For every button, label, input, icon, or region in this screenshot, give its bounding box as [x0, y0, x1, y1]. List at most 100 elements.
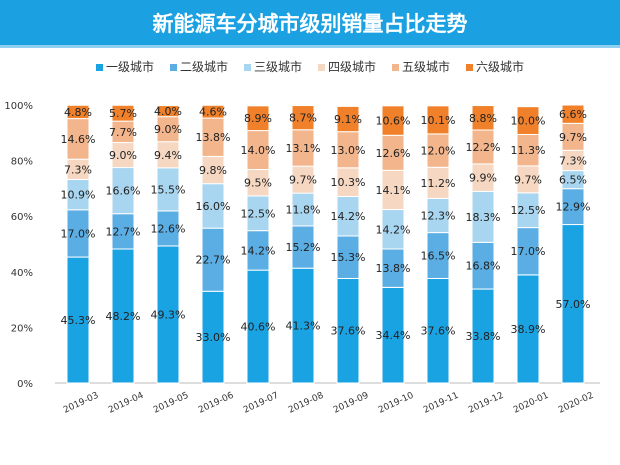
data-label: 7.3% [64, 163, 92, 176]
data-label: 12.5% [241, 207, 276, 220]
data-label: 12.6% [151, 222, 186, 235]
data-label: 12.9% [556, 201, 591, 214]
bar-segment [471, 105, 495, 131]
data-label: 7.3% [559, 154, 587, 167]
data-label: 9.9% [469, 172, 497, 185]
legend-item: 一级城市 [95, 58, 154, 75]
legend-item: 三级城市 [243, 58, 302, 75]
data-label: 57.0% [556, 298, 591, 311]
bar-segment [336, 105, 360, 133]
data-label: 13.8% [376, 262, 411, 275]
y-tick-label: 0% [17, 379, 33, 390]
legend: 一级城市 二级城市 三级城市 四级城市 五级城市 六级城市 [0, 58, 620, 75]
bar-segment [201, 104, 225, 119]
legend-swatch [466, 64, 474, 71]
x-tick-label: 2019-11 [422, 391, 460, 416]
data-label: 11.2% [421, 177, 456, 190]
x-tick-label: 2019-03 [62, 391, 100, 416]
data-label: 14.2% [241, 244, 276, 257]
data-label: 13.0% [331, 144, 366, 157]
data-label: 37.6% [331, 325, 366, 338]
x-tick-label: 2019-06 [197, 391, 236, 416]
y-tick-label: 20% [11, 323, 33, 334]
data-label: 12.5% [511, 204, 546, 217]
legend-label: 一级城市 [105, 60, 154, 74]
data-label: 4.8% [64, 106, 92, 119]
data-label: 8.7% [289, 112, 317, 125]
data-label: 13.8% [196, 131, 231, 144]
data-label: 14.2% [376, 223, 411, 236]
legend-item: 六级城市 [466, 58, 524, 75]
data-label: 14.1% [376, 184, 411, 197]
data-label: 10.6% [376, 115, 411, 128]
data-label: 12.3% [421, 210, 456, 223]
data-label: 16.6% [106, 185, 141, 198]
legend-swatch [318, 64, 325, 71]
data-label: 33.8% [466, 330, 501, 343]
y-tick-label: 100% [4, 101, 33, 112]
data-label: 37.6% [421, 325, 456, 338]
data-label: 12.0% [421, 145, 456, 158]
data-label: 8.8% [469, 112, 497, 125]
chart-title: 新能源车分城市级别销量占比走势 [152, 12, 468, 36]
legend-label: 六级城市 [476, 60, 525, 74]
legend-swatch [169, 64, 177, 71]
data-label: 15.2% [286, 241, 321, 254]
data-label: 17.0% [511, 245, 546, 258]
data-label: 8.9% [244, 112, 272, 125]
data-label: 17.0% [61, 227, 96, 240]
y-tick-label: 40% [11, 268, 33, 279]
bar-segment [156, 105, 180, 118]
x-tick-label: 2019-12 [467, 391, 505, 416]
data-label: 45.3% [61, 314, 96, 327]
data-label: 18.3% [466, 211, 501, 224]
data-label: 10.9% [61, 189, 96, 202]
data-label: 12.2% [466, 141, 501, 154]
data-label: 9.7% [289, 174, 317, 187]
data-label: 14.2% [331, 210, 366, 223]
data-label: 12.6% [376, 147, 411, 160]
data-label: 5.7% [109, 107, 137, 120]
data-label: 9.5% [244, 177, 272, 190]
bar-segment [291, 105, 315, 131]
data-label: 9.0% [109, 149, 137, 162]
data-label: 9.4% [154, 149, 182, 162]
data-label: 9.1% [334, 113, 362, 126]
data-label: 14.0% [241, 144, 276, 157]
data-label: 11.3% [511, 144, 546, 157]
data-label: 10.3% [331, 176, 366, 189]
data-label: 16.0% [196, 200, 231, 213]
data-label: 15.5% [151, 183, 186, 196]
x-tick-label: 2019-08 [287, 391, 326, 416]
data-label: 33.0% [196, 331, 231, 344]
data-label: 10.1% [421, 114, 456, 127]
data-label: 48.2% [106, 310, 141, 323]
y-tick-label: 80% [11, 157, 33, 168]
legend-label: 三级城市 [253, 60, 302, 74]
bar-segment [381, 105, 405, 136]
legend-item: 五级城市 [392, 58, 450, 75]
data-label: 16.8% [466, 260, 501, 273]
legend-swatch [95, 64, 103, 71]
data-label: 41.3% [286, 320, 321, 333]
legend-swatch [243, 64, 251, 71]
x-tick-label: 2019-10 [377, 391, 416, 416]
data-label: 34.4% [376, 329, 411, 342]
legend-label: 四级城市 [328, 60, 377, 74]
legend-item: 二级城市 [169, 58, 228, 75]
legend-swatch [392, 64, 400, 71]
x-tick-label: 2019-04 [107, 391, 146, 416]
title-bar: 新能源车分城市级别销量占比走势 [0, 0, 620, 48]
data-label: 4.0% [154, 105, 182, 118]
data-label: 9.7% [514, 173, 542, 186]
data-label: 40.6% [241, 321, 276, 334]
data-label: 7.7% [109, 126, 137, 139]
data-label: 9.7% [559, 131, 587, 144]
data-label: 6.5% [559, 174, 587, 187]
legend-label: 二级城市 [179, 60, 228, 74]
data-label: 49.3% [151, 308, 186, 321]
data-label: 13.1% [286, 142, 321, 155]
x-tick-label: 2020-02 [557, 391, 595, 416]
bar-segment [561, 104, 585, 124]
